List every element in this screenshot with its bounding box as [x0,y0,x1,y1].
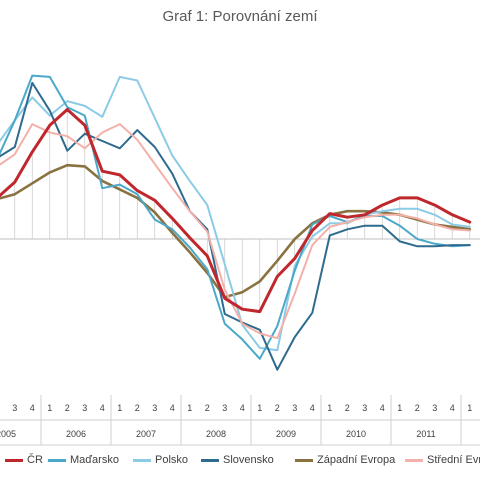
x-tick-label-quarter: 1 [187,403,192,413]
legend-item: Polsko [133,454,188,466]
legend-label: Střední Evropa [427,454,480,466]
legend-item: Západní Evropa [295,454,395,466]
x-tick-label-quarter: 1 [467,403,472,413]
x-tick-label-quarter: 3 [82,403,87,413]
x-tick-label-year: 2007 [136,429,156,439]
x-tick-label-quarter: 2 [65,403,70,413]
x-tick-label-quarter: 3 [12,403,17,413]
x-tick-label-quarter: 3 [362,403,367,413]
x-tick-label-quarter: 4 [240,403,245,413]
x-tick-label-year: 2008 [206,429,226,439]
series-line-střední-evropa [0,123,471,340]
x-tick-label-quarter: 1 [47,403,52,413]
x-tick-label-year: 2010 [346,429,366,439]
legend-swatch [133,458,151,462]
legend-label: Maďarsko [70,454,119,466]
x-tick-label-quarter: 4 [170,403,175,413]
series-line-polsko [0,75,471,352]
legend-item: Maďarsko [48,454,119,466]
x-tick-label-year: 2006 [66,429,86,439]
x-tick-label-quarter: 2 [135,403,140,413]
series-line-slovensko [0,81,471,371]
x-tick-label-quarter: 2 [415,403,420,413]
x-tick-label-quarter: 3 [222,403,227,413]
series-line-západní-evropa [0,163,472,299]
series-line-maďarsko [0,74,471,360]
x-tick-label-quarter: 3 [432,403,437,413]
legend-swatch [48,458,66,462]
x-tick-label-quarter: 4 [100,403,105,413]
legend-label: Polsko [155,454,189,466]
x-tick-label-quarter: 4 [380,403,385,413]
x-tick-label-quarter: 4 [450,403,455,413]
legend-swatch [201,458,219,462]
x-tick-label-year: 2011 [416,429,435,439]
legend-item: Slovensko [201,454,274,466]
legend-label: Západní Evropa [317,454,396,466]
x-tick-label-quarter: 1 [257,403,262,413]
x-tick-label-quarter: 1 [397,403,402,413]
x-tick-label-quarter: 4 [30,403,35,413]
x-tick-label-quarter: 1 [327,403,332,413]
legend-swatch [295,458,313,462]
legend-swatch [5,458,23,462]
chart-title: Graf 1: Porovnání zemí [162,8,318,25]
legend-item: Střední Evropa [405,454,480,466]
x-tick-label-quarter: 4 [310,403,315,413]
legend-label: Slovensko [223,454,274,466]
x-tick-label-quarter: 2 [275,403,280,413]
x-tick-label-year: 2009 [276,429,296,439]
chart-legend: ČR Maďarsko Polsko Slovensko Západní Evropa S… [0,451,480,473]
x-tick-label-quarter: 2 [345,403,350,413]
x-tick-label-quarter: 3 [152,403,157,413]
x-tick-label-year: 2005 [0,429,16,439]
x-tick-label-quarter: 1 [117,403,122,413]
legend-label: ČR [27,454,43,466]
legend-swatch [405,458,423,462]
x-tick-label-quarter: 3 [292,403,297,413]
x-tick-label-quarter: 2 [205,403,210,413]
legend-item: ČR [5,454,43,466]
series-line-čr [0,108,472,314]
